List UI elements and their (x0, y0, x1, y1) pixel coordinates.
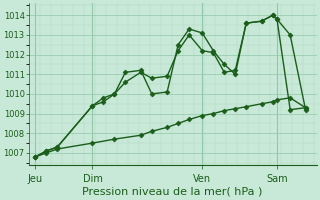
X-axis label: Pression niveau de la mer( hPa ): Pression niveau de la mer( hPa ) (83, 187, 263, 197)
